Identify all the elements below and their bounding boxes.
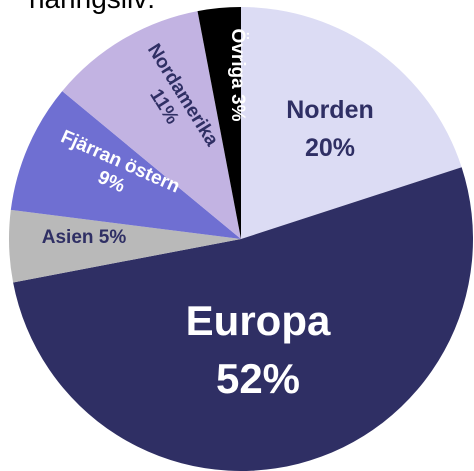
value-label: 5% (99, 227, 127, 248)
pie-slice (62, 11, 241, 239)
category-name: Norden (286, 96, 374, 124)
slice-label: Norden 20% (286, 96, 374, 162)
value-label: 52% (216, 355, 300, 402)
pie-slice (13, 167, 473, 471)
chart-title: näringsliv: (29, 0, 155, 14)
value-label: 20% (305, 134, 355, 162)
slice-label: Europa 52% (186, 297, 331, 402)
pie-slice (8, 209, 241, 283)
pie-slice (241, 7, 462, 239)
value-label: 3% (227, 94, 248, 122)
slice-label: Asien 5% (42, 227, 127, 248)
category-name: Övriga (227, 29, 248, 90)
category-name: Europa (186, 297, 331, 344)
slice-label: Övriga 3% (227, 29, 248, 122)
pie-slice (10, 91, 241, 239)
pie-slice (197, 7, 241, 239)
category-name: Asien (42, 227, 94, 248)
